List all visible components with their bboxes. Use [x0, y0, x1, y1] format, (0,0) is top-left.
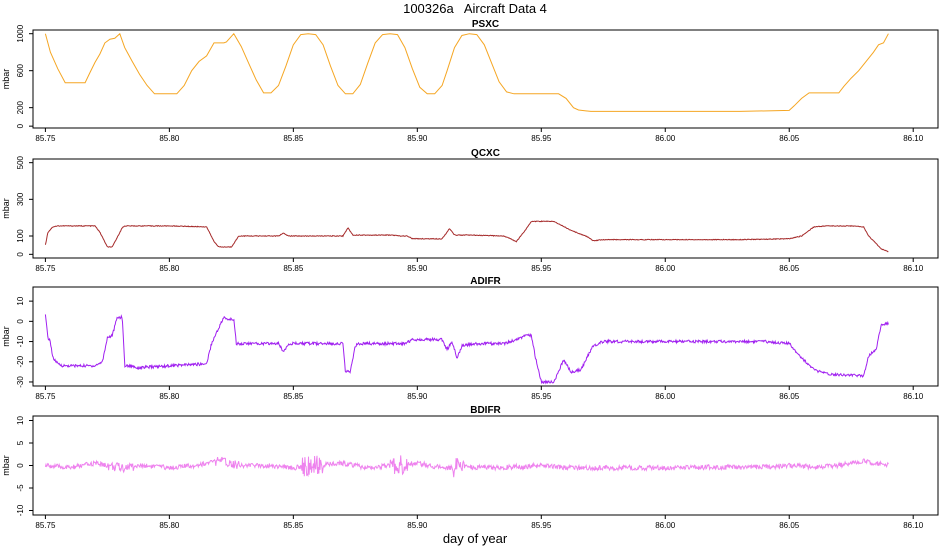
- x-tick-label: 85.75: [35, 134, 56, 143]
- y-tick-label: -10: [16, 335, 25, 347]
- y-axis-label: mbar: [1, 198, 11, 219]
- y-tick-label: 0: [16, 463, 25, 468]
- x-tick-label: 85.95: [531, 264, 552, 273]
- panel-title: BDIFR: [470, 405, 501, 416]
- x-tick-label: 86.05: [779, 521, 800, 530]
- panel-title: ADIFR: [470, 276, 501, 287]
- x-tick-label: 86.00: [655, 521, 676, 530]
- x-tick-label: 85.90: [407, 521, 428, 530]
- x-tick-label: 85.80: [159, 392, 180, 401]
- x-tick-label: 85.80: [159, 264, 180, 273]
- x-tick-label: 86.10: [903, 134, 924, 143]
- y-tick-label: 0: [16, 252, 25, 257]
- x-tick-label: 85.75: [35, 521, 56, 530]
- x-tick-label: 85.90: [407, 264, 428, 273]
- x-tick-label: 85.75: [35, 392, 56, 401]
- x-tick-label: 85.95: [531, 521, 552, 530]
- x-axis-label: day of year: [442, 531, 508, 546]
- y-tick-label: 600: [16, 63, 25, 77]
- y-tick-label: 10: [16, 296, 25, 305]
- x-tick-label: 86.10: [903, 264, 924, 273]
- x-tick-label: 86.10: [903, 521, 924, 530]
- panel-2: ADIFR mbar -30 -20 -10 0 10 85.75 85.80 85.85 85.9…: [1, 276, 939, 401]
- y-tick-label: 0: [16, 319, 25, 324]
- x-tick-label: 86.05: [779, 264, 800, 273]
- y-tick-label: -30: [16, 376, 25, 388]
- plot-frame: [32, 286, 939, 387]
- panel-3: BDIFR mbar -10 -5 0 5 10 85.75 85.80 85.85 85.90 85…: [1, 405, 939, 530]
- x-tick-label: 86.00: [655, 392, 676, 401]
- x-tick-label: 85.95: [531, 134, 552, 143]
- x-tick-label: 85.85: [283, 521, 304, 530]
- x-tick-label: 85.90: [407, 392, 428, 401]
- y-tick-label: 10: [16, 416, 25, 425]
- x-tick-label: 85.75: [35, 264, 56, 273]
- y-axis-label: mbar: [1, 326, 11, 347]
- x-tick-label: 86.10: [903, 392, 924, 401]
- y-axis-label: mbar: [1, 455, 11, 476]
- plot-frame: [32, 29, 939, 129]
- x-tick-label: 85.95: [531, 392, 552, 401]
- y-tick-label: -5: [16, 484, 25, 492]
- series-line: [44, 220, 889, 253]
- series-line: [44, 32, 889, 112]
- x-tick-label: 85.85: [283, 264, 304, 273]
- series-line: [44, 314, 889, 385]
- y-tick-label: 200: [16, 100, 25, 114]
- y-tick-label: -10: [16, 504, 25, 516]
- x-tick-label: 86.05: [779, 134, 800, 143]
- x-tick-label: 85.80: [159, 521, 180, 530]
- series-line: [44, 455, 889, 478]
- x-tick-label: 86.00: [655, 264, 676, 273]
- y-tick-label: 500: [16, 155, 25, 169]
- panel-1: QCXC mbar 0 100 300 500 85.75 85.80 85.85 85.90 85…: [1, 148, 939, 273]
- y-tick-label: -20: [16, 355, 25, 367]
- y-tick-label: 100: [16, 229, 25, 243]
- y-tick-label: 1000: [16, 24, 25, 42]
- panel-title: QCXC: [471, 148, 500, 159]
- x-tick-label: 85.85: [283, 134, 304, 143]
- y-tick-label: 0: [16, 123, 25, 128]
- x-tick-label: 86.00: [655, 134, 676, 143]
- x-tick-label: 85.80: [159, 134, 180, 143]
- y-tick-label: 5: [16, 440, 25, 445]
- panel-title: PSXC: [472, 19, 499, 30]
- x-tick-label: 86.05: [779, 392, 800, 401]
- x-tick-label: 85.90: [407, 134, 428, 143]
- panel-0: PSXC mbar 0 200 600 1000 85.75 85.80 85.85 85.90 8…: [1, 19, 939, 143]
- y-axis-label: mbar: [1, 69, 11, 90]
- plot-frame: [32, 158, 939, 259]
- y-tick-label: 300: [16, 192, 25, 206]
- x-tick-label: 85.85: [283, 392, 304, 401]
- figure-title: 100326a Aircraft Data 4: [403, 1, 547, 16]
